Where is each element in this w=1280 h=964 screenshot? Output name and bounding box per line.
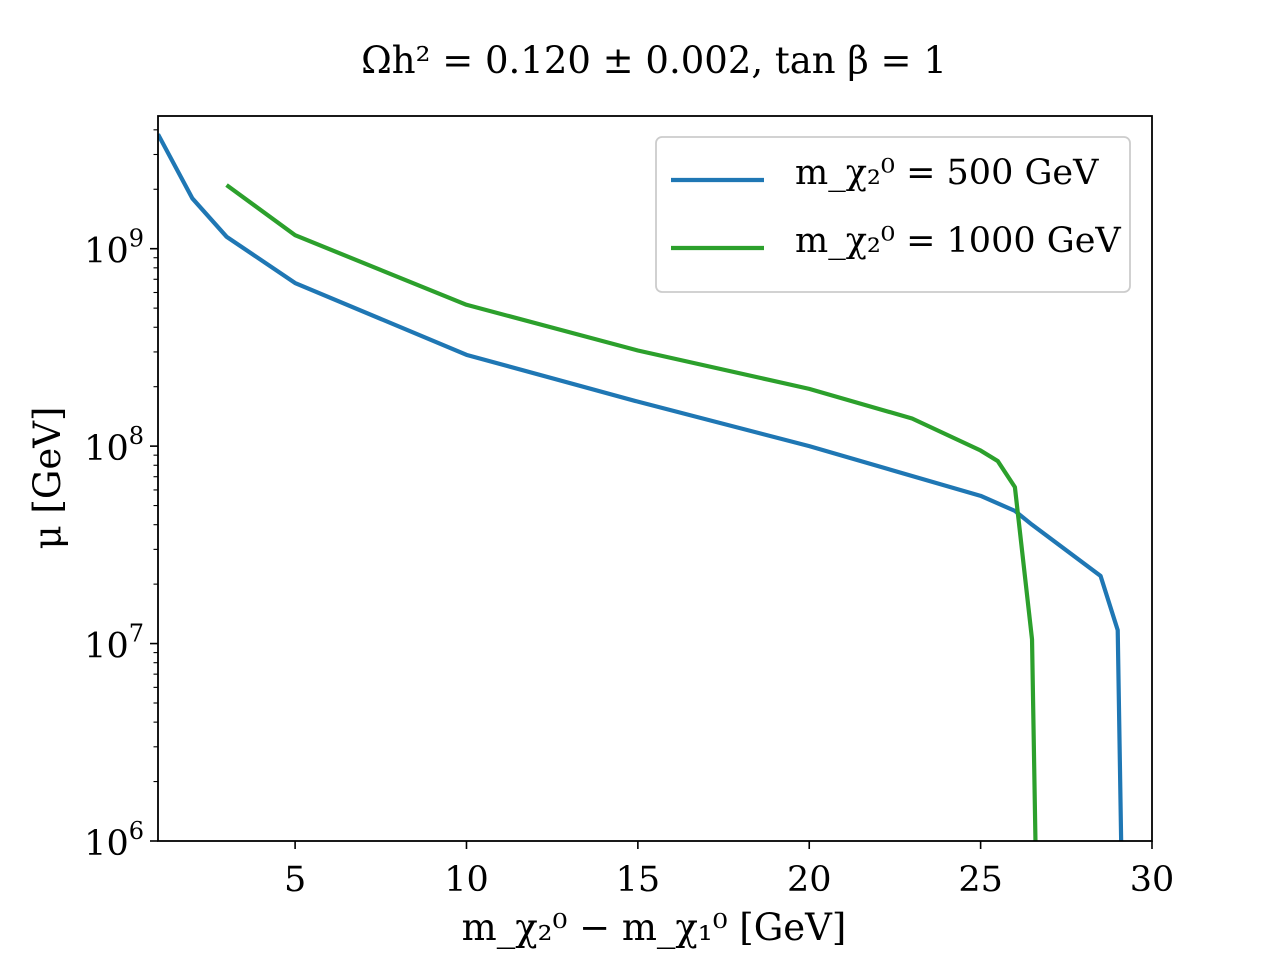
x-axis-label: m_χ₂⁰ − m_χ₁⁰ [GeV] (462, 906, 847, 950)
chart-title-group: Ωh² = 0.120 ± 0.002, tan β = 1 (361, 39, 947, 82)
legend-label-1: m_χ₂⁰ = 500 GeV (795, 153, 1099, 193)
x-tick-label: 10 (444, 860, 489, 900)
plot-area-frame (157, 115, 1153, 842)
y-tick-label: 109 (84, 225, 144, 272)
x-tick-label: 30 (1130, 860, 1175, 900)
x-tick-label: 15 (616, 860, 661, 900)
legend-box (655, 136, 1131, 293)
series-line-1 (158, 133, 1124, 841)
chart-title: Ωh² = 0.120 ± 0.002, tan β = 1 (361, 39, 947, 82)
x-tick-label: 5 (284, 860, 306, 900)
y-tick-label: 106 (84, 817, 144, 864)
series-layer (158, 133, 1124, 841)
x-axis: 5 10 15 20 25 30 (284, 841, 1174, 900)
series-line-2 (225, 183, 1038, 841)
y-axis-label: μ [GeV] (26, 407, 69, 550)
legend-label-2: m_χ₂⁰ = 1000 GeV (795, 221, 1121, 261)
y-tick-label: 107 (84, 620, 144, 667)
x-tick-label: 20 (787, 860, 832, 900)
x-tick-label: 25 (958, 860, 1003, 900)
y-axis: 106 107 108 109 (84, 129, 158, 864)
y-tick-label: 108 (84, 422, 144, 469)
legend: m_χ₂⁰ = 500 GeV m_χ₂⁰ = 1000 GeV (655, 136, 1131, 293)
